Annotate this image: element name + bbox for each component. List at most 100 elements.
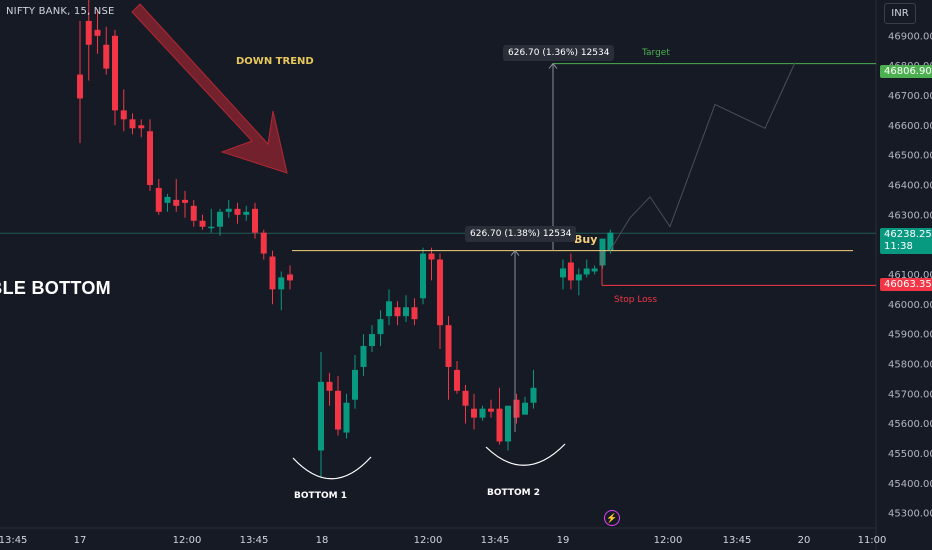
x-tick-label: 13:45 (0, 535, 27, 546)
x-tick-label: 11:00 (858, 535, 887, 546)
y-tick-label: 46400.00 (888, 180, 932, 191)
y-tick-label: 46100.00 (888, 270, 932, 281)
lightning-icon[interactable]: ⚡ (604, 510, 620, 526)
candle-body (103, 44, 110, 69)
target-label: Target (642, 48, 670, 58)
candle-body (77, 74, 83, 99)
y-tick-label: 45600.00 (888, 419, 932, 430)
candle-body (488, 408, 494, 412)
measure-arrowhead-bottom (510, 249, 520, 256)
y-tick-label: 45400.00 (888, 479, 932, 490)
candle-body (513, 399, 520, 418)
candle-body (164, 196, 171, 203)
candle-body (199, 220, 206, 227)
candle-body (479, 408, 486, 418)
candle-body (471, 408, 477, 418)
y-tick-label: 45800.00 (888, 359, 932, 370)
candle-body (243, 211, 250, 215)
candle-body (403, 307, 409, 317)
candle-body (278, 277, 285, 290)
measure-label-bottom: 626.70 (1.38%) 12534 (465, 226, 577, 242)
bottom-1-arc (292, 456, 372, 480)
bottom-1-label: BOTTOM 1 (294, 491, 347, 501)
candle-body (386, 301, 392, 317)
candle-body (462, 390, 469, 406)
x-tick-label: 13:45 (481, 535, 510, 546)
candle-body (496, 408, 503, 442)
candle-body (155, 187, 162, 212)
x-tick-label: 19 (557, 535, 570, 546)
y-tick-label: 45700.00 (888, 389, 932, 400)
x-tick-label: 18 (316, 535, 329, 546)
candle-body (377, 319, 384, 335)
currency-button[interactable]: INR (884, 3, 916, 24)
y-tick-label: 45300.00 (888, 509, 932, 520)
x-tick-label: 12:00 (654, 535, 683, 546)
y-tick-label: 45500.00 (888, 449, 932, 460)
stop-loss-label: Stop Loss (614, 295, 658, 305)
current-price: 46238.25 (884, 229, 932, 240)
bar-countdown: 11:38 (884, 241, 913, 252)
x-tick-label: 20 (798, 535, 811, 546)
bottom-2-label: BOTTOM 2 (487, 488, 540, 498)
candle-body (575, 274, 582, 281)
measure-arrowhead-top (548, 62, 558, 69)
down-trend-label: DOWN TREND (236, 56, 314, 67)
x-tick-label: 17 (74, 535, 87, 546)
candle-body (505, 405, 511, 442)
candle-body (94, 29, 101, 36)
candle-body (420, 253, 426, 299)
candle-body (522, 402, 528, 415)
y-tick-label: 46600.00 (888, 121, 932, 132)
candle-body (607, 232, 614, 251)
stop-loss-price-tag: 46063.35 (880, 278, 932, 291)
buy-label: Buy (574, 233, 598, 246)
bottom-2-arc (485, 443, 566, 466)
pattern-title: UBLE BOTTOM (0, 278, 111, 298)
candle-body (360, 346, 367, 367)
candle-body (182, 199, 188, 203)
candle-body (208, 226, 215, 229)
candle-body (335, 390, 341, 430)
candle-body (394, 307, 401, 317)
candle-body (560, 268, 566, 278)
x-tick-label: 13:45 (240, 535, 269, 546)
y-tick-label: 46000.00 (888, 300, 932, 311)
candle-body (445, 325, 452, 367)
candle-body (269, 256, 276, 290)
projection-path (609, 62, 796, 251)
x-tick-label: 12:00 (173, 535, 202, 546)
candle-body (190, 205, 197, 221)
candle-body (326, 381, 333, 391)
y-tick-label: 46500.00 (888, 151, 932, 162)
y-tick-label: 45900.00 (888, 330, 932, 341)
x-tick-label: 13:45 (723, 535, 752, 546)
down-trend-arrow (131, 3, 288, 174)
candle-body (411, 307, 418, 320)
candle-body (85, 20, 92, 45)
candle-body (120, 110, 127, 120)
measure-label-top: 626.70 (1.36%) 12534 (503, 45, 615, 61)
candle-body (173, 199, 180, 206)
candle-body (437, 259, 443, 326)
candle-body (287, 274, 293, 281)
y-tick-label: 46700.00 (888, 91, 932, 102)
candle-body (352, 369, 358, 400)
candle-body (252, 208, 258, 233)
candle-body (112, 35, 118, 111)
candle-body (591, 268, 598, 272)
candle-body (530, 387, 537, 403)
candle-body (138, 125, 145, 129)
candle-body (147, 131, 153, 185)
symbol-title: NIFTY BANK, 15, NSE (6, 6, 115, 17)
candle-body (129, 119, 136, 129)
candle-body (583, 268, 590, 275)
current-price-tag: 46238.25 11:38 (880, 228, 932, 254)
candle-body (318, 381, 324, 451)
candle-body (567, 262, 574, 281)
candle-body (369, 334, 375, 347)
y-tick-label: 46300.00 (888, 210, 932, 221)
target-price-tag: 46806.90 (880, 65, 932, 78)
candle-body (234, 208, 241, 215)
